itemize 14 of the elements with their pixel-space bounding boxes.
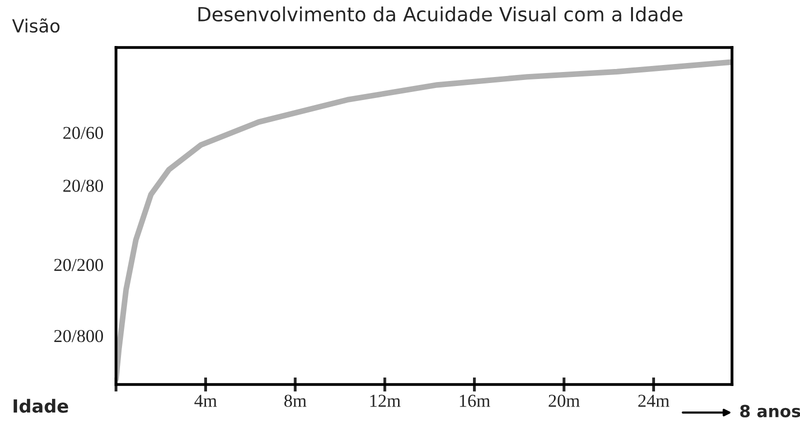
x-tick-label: 8m — [284, 394, 306, 407]
chart-title: Desenvolvimento da Acuidade Visual com a Idade — [198, 6, 682, 22]
text: 20/800 — [54, 330, 103, 342]
text: 20/200 — [54, 258, 103, 272]
y-axis-title: Visão — [12, 18, 60, 33]
text: 20/60 — [63, 126, 103, 139]
text: 20/80 — [63, 180, 103, 192]
x-tick-label: 16m — [460, 394, 490, 407]
text: 8 anos — [740, 404, 800, 418]
x-tick-label: 20m — [548, 394, 580, 407]
x-tick-label: 24m — [638, 394, 670, 407]
x-tick-label: 4m — [194, 394, 217, 407]
x-tick-label: 12m — [370, 394, 401, 407]
x-axis-title: Idade — [14, 398, 68, 413]
